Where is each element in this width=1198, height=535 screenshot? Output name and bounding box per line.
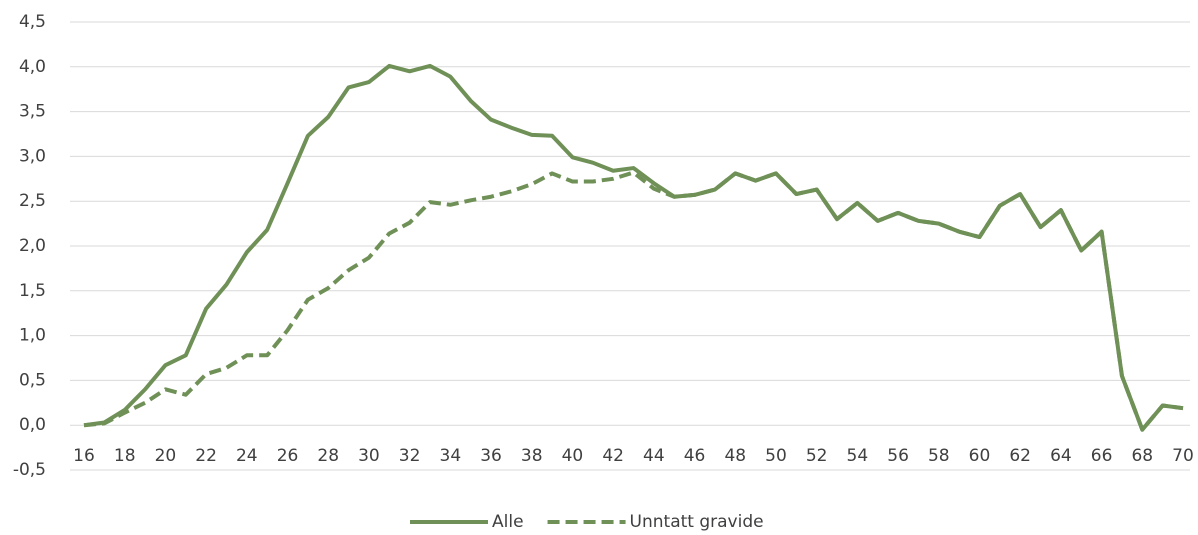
x-tick-label: 46 [684,446,706,466]
x-tick-label: 62 [1009,446,1031,466]
x-tick-label: 56 [887,446,909,466]
x-tick-label: 16 [73,446,95,466]
y-tick-label: 0,0 [19,415,46,435]
x-tick-label: 26 [277,446,299,466]
y-tick-label: -0,5 [13,460,46,480]
x-tick-label: 20 [155,446,177,466]
x-tick-label: 50 [765,446,787,466]
x-tick-label: 58 [928,446,950,466]
x-tick-label: 32 [399,446,421,466]
x-tick-label: 44 [643,446,665,466]
x-tick-label: 42 [602,446,624,466]
y-tick-label: 0,5 [19,370,46,390]
y-tick-label: 1,5 [19,281,46,301]
x-tick-label: 70 [1172,446,1194,466]
y-tick-label: 4,5 [19,12,46,32]
x-tick-label: 40 [562,446,584,466]
x-tick-label: 28 [317,446,339,466]
x-tick-label: 52 [806,446,828,466]
y-tick-label: 3,5 [19,102,46,122]
x-tick-label: 34 [440,446,462,466]
series-line [83,170,1184,432]
x-tick-label: 36 [480,446,502,466]
legend-label: Alle [492,512,524,532]
x-tick-label: 54 [847,446,869,466]
x-tick-label: 30 [358,446,380,466]
y-tick-label: 2,5 [19,191,46,211]
series-line [83,63,1184,432]
x-tick-label: 22 [195,446,217,466]
y-tick-label: 3,0 [19,146,46,166]
x-tick-label: 68 [1131,446,1153,466]
y-tick-label: 4,0 [19,57,46,77]
legend-label: Unntatt gravide [630,512,764,532]
x-tick-label: 24 [236,446,258,466]
x-tick-label: 66 [1091,446,1113,466]
y-tick-label: 1,0 [19,326,46,346]
x-tick-label: 64 [1050,446,1072,466]
x-tick-label: 18 [114,446,136,466]
x-tick-label: 60 [969,446,991,466]
x-tick-label: 38 [521,446,543,466]
y-tick-label: 2,0 [19,236,46,256]
x-tick-label: 48 [724,446,746,466]
